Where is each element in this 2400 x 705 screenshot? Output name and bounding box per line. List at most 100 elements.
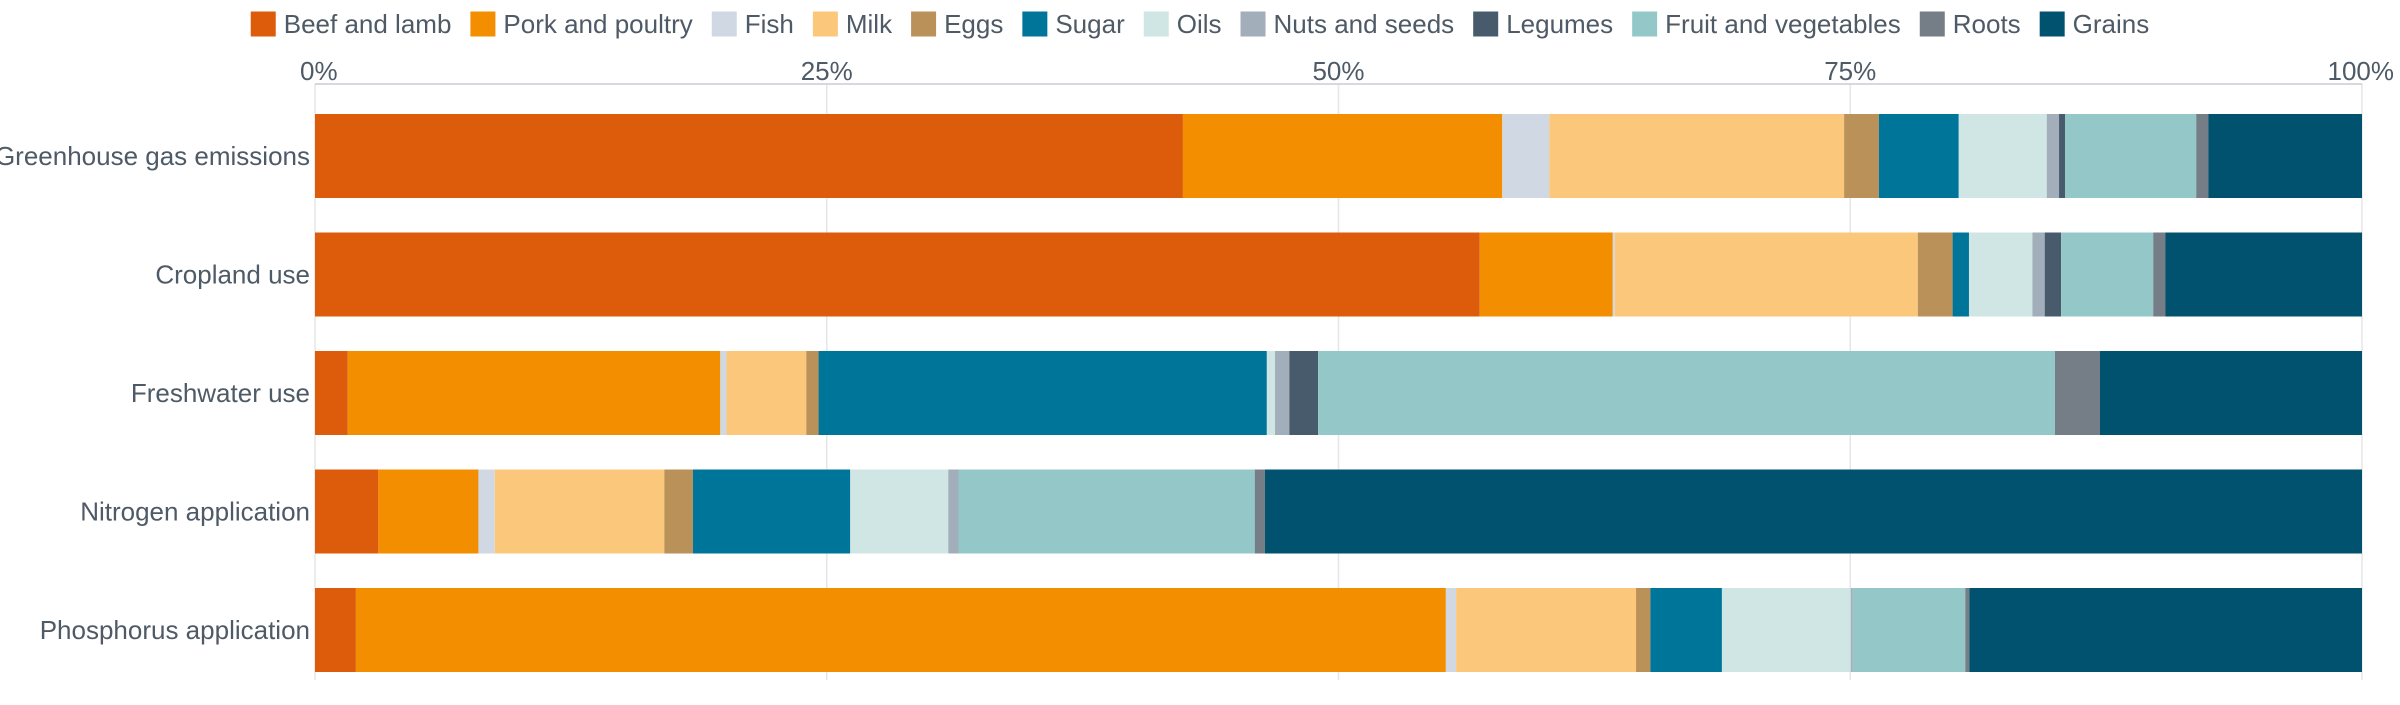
legend-item-fish[interactable]: Fish xyxy=(711,9,794,39)
legend-swatch-fish xyxy=(711,11,737,37)
legend-label: Oils xyxy=(1177,9,1222,39)
bar-segment-nuts-and-seeds[interactable] xyxy=(948,469,959,554)
y-category-label: Phosphorus application xyxy=(40,615,310,645)
bar-segment-pork-and-poultry[interactable] xyxy=(378,469,479,554)
legend-swatch-grains xyxy=(2039,11,2065,37)
x-tick-label: 25% xyxy=(801,56,853,86)
bar-segment-fruit-and-vegetables[interactable] xyxy=(2065,114,2197,198)
bar-segment-nuts-and-seeds[interactable] xyxy=(1850,588,1853,672)
legend-item-legumes[interactable]: Legumes xyxy=(1473,9,1613,39)
bar-segment-oils[interactable] xyxy=(850,469,949,554)
legend-swatch-fruit-and-vegetables xyxy=(1632,11,1658,37)
bar-segment-eggs[interactable] xyxy=(806,351,819,435)
bar-segment-roots[interactable] xyxy=(2054,351,2100,435)
bar-segment-fruit-and-vegetables[interactable] xyxy=(958,469,1255,554)
bar-segment-eggs[interactable] xyxy=(664,469,693,554)
bar-row-greenhouse-gas-emissions xyxy=(315,114,2362,198)
bar-segment-eggs[interactable] xyxy=(1917,232,1953,317)
bar-segment-milk[interactable] xyxy=(1614,232,1918,317)
bar-segment-nuts-and-seeds[interactable] xyxy=(1275,351,1290,435)
legend-swatch-eggs xyxy=(911,11,937,37)
bar-segment-grains[interactable] xyxy=(2165,232,2362,317)
legend-swatch-oils xyxy=(1143,11,1169,37)
bar-segment-sugar[interactable] xyxy=(818,351,1267,435)
bar-segment-roots[interactable] xyxy=(2196,114,2209,198)
legend-item-sugar[interactable]: Sugar xyxy=(1022,9,1125,39)
bar-row-nitrogen-application xyxy=(315,469,2362,554)
bars xyxy=(315,114,2362,672)
bar-segment-beef-and-lamb[interactable] xyxy=(315,114,1183,198)
bar-segment-pork-and-poultry[interactable] xyxy=(347,351,721,435)
x-tick-label: 100% xyxy=(2328,56,2395,86)
bar-segment-grains[interactable] xyxy=(2208,114,2362,198)
bar-segment-oils[interactable] xyxy=(1968,232,2033,317)
bar-segment-pork-and-poultry[interactable] xyxy=(1182,114,1503,198)
bar-segment-nuts-and-seeds[interactable] xyxy=(2046,114,2060,198)
bar-segment-grains[interactable] xyxy=(1264,469,2362,554)
y-category-label: Greenhouse gas emissions xyxy=(0,141,310,171)
legend-item-oils[interactable]: Oils xyxy=(1143,9,1222,39)
y-axis: Greenhouse gas emissions Cropland use Fres… xyxy=(0,141,310,645)
bar-segment-sugar[interactable] xyxy=(1878,114,1959,198)
legend-item-beef-and-lamb[interactable]: Beef and lamb xyxy=(250,9,452,39)
bar-segment-oils[interactable] xyxy=(1721,588,1851,672)
legend-item-eggs[interactable]: Eggs xyxy=(911,9,1003,39)
x-axis: 0% 25% 50% 75% 100% xyxy=(300,56,2394,86)
legend-swatch-beef-and-lamb xyxy=(250,11,276,37)
bar-segment-roots[interactable] xyxy=(1254,469,1265,554)
bar-segment-sugar[interactable] xyxy=(1952,232,1969,317)
legend-swatch-legumes xyxy=(1473,11,1499,37)
legend-item-grains[interactable]: Grains xyxy=(2039,9,2150,39)
legend-label: Fish xyxy=(745,9,794,39)
bar-segment-fish[interactable] xyxy=(1445,588,1457,672)
legend-item-milk[interactable]: Milk xyxy=(812,9,893,39)
bar-segment-nuts-and-seeds[interactable] xyxy=(2032,232,2045,317)
bar-segment-legumes[interactable] xyxy=(2059,114,2066,198)
bar-segment-beef-and-lamb[interactable] xyxy=(315,351,348,435)
legend-label: Legumes xyxy=(1506,9,1613,39)
y-category-label: Cropland use xyxy=(155,260,310,290)
bar-segment-milk[interactable] xyxy=(726,351,807,435)
x-tick-label: 75% xyxy=(1824,56,1876,86)
bar-segment-milk[interactable] xyxy=(1456,588,1637,672)
bar-segment-oils[interactable] xyxy=(1958,114,2047,198)
legend-item-roots[interactable]: Roots xyxy=(1919,9,2021,39)
bar-segment-eggs[interactable] xyxy=(1636,588,1651,672)
bar-segment-beef-and-lamb[interactable] xyxy=(315,469,379,554)
bar-segment-milk[interactable] xyxy=(1549,114,1845,198)
bar-segment-sugar[interactable] xyxy=(1650,588,1722,672)
bar-segment-fruit-and-vegetables[interactable] xyxy=(1852,588,1966,672)
bar-segment-fish[interactable] xyxy=(720,351,727,435)
legend-item-pork-and-poultry[interactable]: Pork and poultry xyxy=(470,9,693,39)
bar-segment-legumes[interactable] xyxy=(2044,232,2062,317)
bar-segment-legumes[interactable] xyxy=(1289,351,1319,435)
bar-segment-beef-and-lamb[interactable] xyxy=(315,588,356,672)
legend-label: Nuts and seeds xyxy=(1274,9,1455,39)
legend-label: Sugar xyxy=(1055,9,1125,39)
legend-label: Beef and lamb xyxy=(284,9,452,39)
bar-segment-eggs[interactable] xyxy=(1844,114,1879,198)
legend-swatch-roots xyxy=(1919,11,1945,37)
bar-segment-grains[interactable] xyxy=(2099,351,2362,435)
bar-segment-beef-and-lamb[interactable] xyxy=(315,232,1480,317)
bar-segment-roots[interactable] xyxy=(1965,588,1970,672)
bar-segment-fish[interactable] xyxy=(1502,114,1550,198)
bar-segment-pork-and-poultry[interactable] xyxy=(1479,232,1613,317)
bar-segment-oils[interactable] xyxy=(1266,351,1276,435)
bar-segment-sugar[interactable] xyxy=(692,469,851,554)
legend-item-fruit-and-vegetables[interactable]: Fruit and vegetables xyxy=(1632,9,1901,39)
bar-segment-grains[interactable] xyxy=(1969,588,2362,672)
bar-segment-fish[interactable] xyxy=(478,469,495,554)
bar-segment-roots[interactable] xyxy=(2153,232,2166,317)
bar-segment-fish[interactable] xyxy=(1612,232,1615,317)
bar-segment-pork-and-poultry[interactable] xyxy=(355,588,1446,672)
bar-segment-fruit-and-vegetables[interactable] xyxy=(2061,232,2154,317)
legend-label: Fruit and vegetables xyxy=(1665,9,1901,39)
bar-segment-milk[interactable] xyxy=(494,469,665,554)
legend-label: Milk xyxy=(846,9,893,39)
y-category-label: Freshwater use xyxy=(131,378,310,408)
legend-item-nuts-and-seeds[interactable]: Nuts and seeds xyxy=(1240,9,1455,39)
legend-swatch-pork-and-poultry xyxy=(470,11,496,37)
bar-segment-fruit-and-vegetables[interactable] xyxy=(1318,351,2055,435)
